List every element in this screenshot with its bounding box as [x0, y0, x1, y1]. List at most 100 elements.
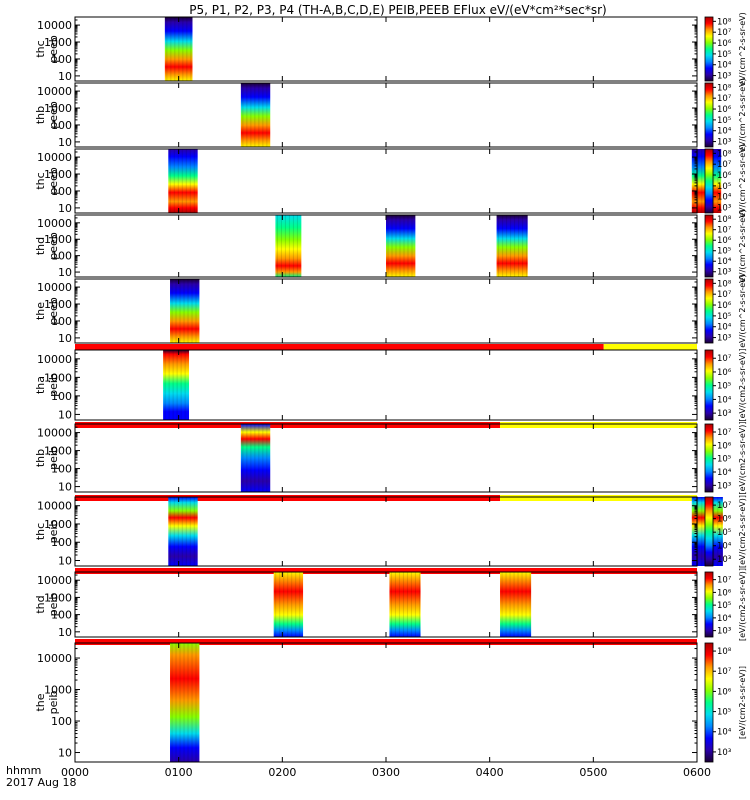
colorbar-unit-label: [eV/(cm2-s-sr-eV)] — [738, 666, 747, 739]
probe-label: the — [34, 302, 47, 320]
colorbar-unit-label: [eV/(cm2-s-sr-eV)] — [738, 421, 747, 494]
colorbar-unit-label: eV/(cm^2-s-sr-eV) — [738, 209, 747, 282]
colorbar-tick-label: 10⁵ — [717, 50, 731, 60]
status-bar-good — [75, 495, 501, 501]
colorbar-tick-label: 10³ — [717, 481, 731, 491]
colorbar-tick-label: 10⁸ — [717, 149, 732, 159]
colorbar-tick-label: 10⁶ — [717, 441, 732, 451]
y-tick-label: 1000 — [44, 298, 72, 311]
y-tick-label: 1000 — [44, 591, 72, 604]
panel-frame — [74, 82, 698, 148]
colorbar-tick-label: 10⁴ — [717, 193, 732, 203]
status-bar-good — [75, 639, 697, 645]
panel-6: 10 100 1000 10000 tha peib 10⁷ 10⁶ 10⁵ 10⁴ 10³ [eV/… — [34, 348, 747, 428]
colorbar — [704, 496, 714, 567]
colorbar-tick-label: 10³ — [717, 555, 731, 565]
colorbar-tick-label: 10⁵ — [717, 455, 731, 465]
colorbar-tick-label: 10⁵ — [717, 382, 731, 392]
colorbar-unit-label: eV/(cm^2-s-sr-eV) — [738, 12, 747, 85]
y-tick-label: 100 — [51, 315, 72, 328]
y-tick-label: 10000 — [37, 574, 72, 587]
colorbar-tick-label: 10⁷ — [717, 428, 732, 438]
heatmap-block — [386, 215, 416, 277]
heatmap-block — [164, 17, 193, 81]
y-tick-label: 10 — [58, 202, 72, 215]
status-bar-good — [75, 422, 501, 428]
y-tick-label: 10000 — [37, 500, 72, 513]
instrument-label: peeb — [47, 101, 60, 129]
x-tick-label: 0300 — [372, 766, 400, 779]
y-tick-label: 10 — [58, 626, 72, 639]
y-tick-label: 10 — [58, 266, 72, 279]
y-tick-label: 10000 — [37, 85, 72, 98]
instrument-label: peeb — [47, 35, 60, 63]
colorbar-tick-label: 10³ — [717, 334, 731, 344]
y-tick-label: 10000 — [37, 353, 72, 366]
x-tick-label: 0200 — [268, 766, 296, 779]
probe-label: thd — [34, 595, 47, 613]
colorbar-tick-label: 10³ — [717, 204, 731, 214]
y-tick-label: 100 — [51, 715, 72, 728]
colorbar-tick-label: 10⁵ — [717, 601, 731, 611]
colorbar-tick-label: 10⁴ — [717, 728, 732, 738]
heatmap-block — [389, 572, 421, 637]
colorbar-tick-label: 10⁸ — [717, 215, 732, 225]
instrument-label: peeb — [47, 167, 60, 195]
colorbar-tick-label: 10⁵ — [717, 182, 731, 192]
colorbar-tick-label: 10⁷ — [717, 354, 732, 364]
instrument-label: peeb — [47, 297, 60, 325]
instrument-label: peeb — [47, 232, 60, 260]
heatmap-block — [273, 572, 304, 637]
y-tick-label: 10 — [58, 136, 72, 149]
colorbar-tick-label: 10⁸ — [717, 17, 732, 27]
colorbar — [704, 571, 714, 638]
colorbar-tick-label: 10⁶ — [717, 236, 732, 246]
colorbar — [704, 82, 714, 148]
colorbar — [704, 642, 714, 763]
y-tick-label: 10 — [58, 555, 72, 568]
y-tick-label: 1000 — [44, 36, 72, 49]
heatmap-block — [500, 572, 532, 637]
probe-label: thb — [34, 449, 47, 467]
colorbar-unit-label: eV/(cm^2-s-sr-eV) — [738, 144, 747, 217]
colorbar — [704, 423, 714, 493]
colorbar-tick-label: 10³ — [717, 748, 731, 758]
colorbar-unit-label: [eV/(cm2-s-sr-eV)] — [738, 495, 747, 568]
y-tick-label: 1000 — [44, 445, 72, 458]
status-bar-other — [500, 422, 697, 428]
x-tick-label: 0000 — [61, 766, 89, 779]
y-tick-label: 1000 — [44, 168, 72, 181]
colorbar — [704, 278, 714, 344]
y-tick-label: 10000 — [37, 19, 72, 32]
y-tick-label: 10000 — [37, 427, 72, 440]
colorbar-tick-label: 10⁷ — [717, 501, 732, 511]
colorbar-tick-label: 10⁶ — [717, 39, 732, 49]
colorbar-tick-label: 10⁶ — [717, 588, 732, 598]
probe-label: thc — [34, 523, 47, 540]
heatmap-block — [168, 497, 198, 566]
colorbar-unit-label: eV/(cm^2-s-sr-eV) — [738, 78, 747, 151]
panel-frame — [74, 278, 698, 344]
colorbar-tick-label: 10⁴ — [717, 127, 732, 137]
x-axis: 0000 0100 0200 0300 0400 0500 0600 — [61, 766, 711, 779]
probe-label: thd — [34, 237, 47, 255]
y-tick-label: 10 — [58, 747, 72, 760]
probe-label: thb — [34, 106, 47, 124]
heatmap-block — [240, 83, 271, 147]
colorbar-tick-label: 10⁴ — [717, 395, 732, 405]
colorbar-tick-label: 10⁶ — [717, 368, 732, 378]
colorbar-tick-label: 10⁷ — [717, 290, 732, 300]
y-tick-label: 10000 — [37, 151, 72, 164]
colorbar-unit-label: [eV/(cm2-s-sr-eV)] — [738, 348, 747, 421]
colorbar — [704, 214, 714, 278]
panel-7: 10 100 1000 10000 thb peib 10⁷ 10⁶ 10⁵ 10⁴ 10³ [eV/… — [34, 421, 747, 501]
colorbar-tick-label: 10³ — [717, 627, 731, 637]
instrument-label: peib — [47, 373, 60, 397]
status-bar-other — [603, 344, 697, 350]
colorbar-tick-label: 10⁸ — [717, 83, 732, 93]
